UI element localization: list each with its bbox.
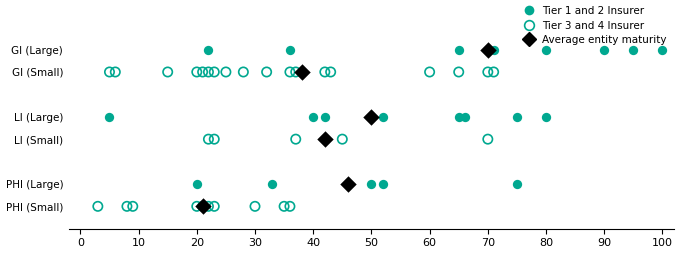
Point xyxy=(541,47,551,52)
Point xyxy=(250,204,260,208)
Point xyxy=(191,182,202,186)
Point xyxy=(599,47,610,52)
Point xyxy=(197,204,208,208)
Point xyxy=(203,137,214,141)
Point xyxy=(366,115,377,119)
Legend: Tier 1 and 2 Insurer, Tier 3 and 4 Insurer, Average entity maturity: Tier 1 and 2 Insurer, Tier 3 and 4 Insur… xyxy=(522,4,669,47)
Point xyxy=(191,204,202,208)
Point xyxy=(104,70,115,74)
Point xyxy=(482,47,493,52)
Point xyxy=(511,182,522,186)
Point xyxy=(220,70,231,74)
Point xyxy=(209,204,220,208)
Point xyxy=(308,115,319,119)
Point xyxy=(197,204,208,208)
Point xyxy=(197,70,208,74)
Point xyxy=(366,182,377,186)
Point xyxy=(284,47,295,52)
Point xyxy=(320,115,330,119)
Point xyxy=(366,115,377,119)
Point xyxy=(454,47,464,52)
Point xyxy=(482,137,493,141)
Point xyxy=(628,47,639,52)
Point xyxy=(104,115,115,119)
Point xyxy=(290,137,301,141)
Point xyxy=(541,115,551,119)
Point xyxy=(92,204,103,208)
Point xyxy=(203,70,214,74)
Point xyxy=(284,204,295,208)
Point xyxy=(377,182,388,186)
Point xyxy=(110,70,121,74)
Point xyxy=(454,115,464,119)
Point xyxy=(488,70,499,74)
Point xyxy=(261,70,272,74)
Point xyxy=(482,47,493,52)
Point xyxy=(459,115,470,119)
Point xyxy=(209,70,220,74)
Point xyxy=(488,47,499,52)
Point xyxy=(454,70,464,74)
Point xyxy=(296,70,307,74)
Point xyxy=(238,70,249,74)
Point xyxy=(203,204,214,208)
Point xyxy=(511,115,522,119)
Point xyxy=(163,70,173,74)
Point xyxy=(482,70,493,74)
Point xyxy=(377,115,388,119)
Point xyxy=(657,47,668,52)
Point xyxy=(267,182,278,186)
Point xyxy=(424,70,435,74)
Point xyxy=(191,70,202,74)
Point xyxy=(290,70,301,74)
Point xyxy=(127,204,138,208)
Point xyxy=(279,204,290,208)
Point xyxy=(122,204,133,208)
Point xyxy=(203,47,214,52)
Point xyxy=(320,70,330,74)
Point xyxy=(337,137,347,141)
Point xyxy=(325,70,336,74)
Point xyxy=(343,182,354,186)
Point xyxy=(320,137,330,141)
Point xyxy=(209,137,220,141)
Point xyxy=(284,70,295,74)
